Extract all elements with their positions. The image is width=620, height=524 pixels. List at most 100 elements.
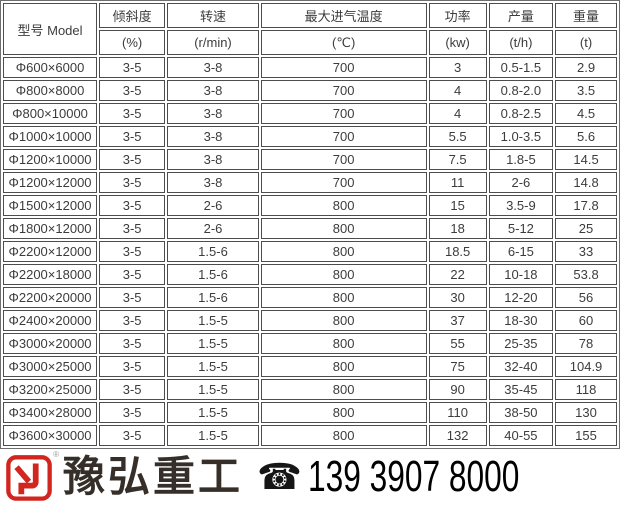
model-cell: Φ2200×18000 [3,264,98,285]
value-cell: 3-5 [99,310,166,331]
table-row: Φ800×10000 3-5 3-8 700 4 0.8-2.5 4.5 [3,103,617,124]
value-cell: 0.5-1.5 [488,57,554,78]
value-cell: 12-20 [488,287,554,308]
value-cell: 104.9 [555,356,617,377]
value-cell: 3-8 [167,149,259,170]
value-cell: 22 [428,264,487,285]
value-cell: 1.5-6 [167,264,259,285]
table-row: Φ3600×30000 3-5 1.5-5 800 132 40-55 155 [3,425,617,446]
value-cell: 3-8 [167,126,259,147]
model-cell: Φ3000×20000 [3,333,98,354]
table-row: Φ2200×20000 3-5 1.5-6 800 30 12-20 56 [3,287,617,308]
value-cell: 800 [260,356,427,377]
value-cell: 14.8 [555,172,617,193]
company-name: 豫弘重工 [63,452,244,500]
value-cell: 132 [428,425,487,446]
value-cell: 53.8 [555,264,617,285]
value-cell: 1.5-5 [167,425,259,446]
value-cell: 1.8-5 [488,149,554,170]
column-title: 重量 [555,3,617,28]
value-cell: 55 [428,333,487,354]
value-cell: 56 [555,287,617,308]
logo-mark-icon [6,454,52,501]
value-cell: 3-5 [99,172,166,193]
table-row: Φ3400×28000 3-5 1.5-5 800 110 38-50 130 [3,402,617,423]
value-cell: 1.0-3.5 [488,126,554,147]
value-cell: 800 [260,310,427,331]
column-unit: (t/h) [488,30,554,55]
model-cell: Φ600×6000 [3,57,98,78]
value-cell: 3-5 [99,379,166,400]
value-cell: 2-6 [167,195,259,216]
value-cell: 90 [428,379,487,400]
model-cell: Φ3200×25000 [3,379,98,400]
table-row: Φ3000×20000 3-5 1.5-5 800 55 25-35 78 [3,333,617,354]
value-cell: 3-5 [99,57,166,78]
value-cell: 700 [260,172,427,193]
value-cell: 3-5 [99,264,166,285]
table-row: Φ1500×12000 3-5 2-6 800 15 3.5-9 17.8 [3,195,617,216]
model-column-header: 型号 Model [3,3,98,55]
column-title: 功率 [428,3,487,28]
footer-brand-bar: ® 豫弘重工 ☎ 139 3907 8000 [0,449,620,504]
value-cell: 1.5-5 [167,333,259,354]
value-cell: 3-5 [99,333,166,354]
model-cell: Φ1000×10000 [3,126,98,147]
value-cell: 1.5-5 [167,356,259,377]
table-row: Φ1200×10000 3-5 3-8 700 7.5 1.8-5 14.5 [3,149,617,170]
value-cell: 0.8-2.5 [488,103,554,124]
model-cell: Φ2400×20000 [3,310,98,331]
value-cell: 130 [555,402,617,423]
value-cell: 700 [260,80,427,101]
table-header: 型号 Model 倾斜度 转速 最大进气温度 功率 产量 重量 (%) (r/min) (℃)… [3,3,617,55]
spec-table: 型号 Model 倾斜度 转速 最大进气温度 功率 产量 重量 (%) (r/min) (℃)… [0,0,620,449]
model-cell: Φ1500×12000 [3,195,98,216]
table-row: Φ2200×12000 3-5 1.5-6 800 18.5 6-15 33 [3,241,617,262]
value-cell: 3-5 [99,218,166,239]
value-cell: 5.6 [555,126,617,147]
value-cell: 5.5 [428,126,487,147]
value-cell: 1.5-6 [167,241,259,262]
value-cell: 3-5 [99,425,166,446]
table-row: Φ1800×12000 3-5 2-6 800 18 5-12 25 [3,218,617,239]
column-unit: (℃) [260,30,427,55]
header-row-units: (%) (r/min) (℃) (kw) (t/h) (t) [3,30,617,55]
value-cell: 800 [260,333,427,354]
value-cell: 4 [428,80,487,101]
value-cell: 33 [555,241,617,262]
value-cell: 5-12 [488,218,554,239]
column-title: 倾斜度 [99,3,166,28]
phone-number: 139 3907 8000 [307,451,520,501]
value-cell: 3-5 [99,103,166,124]
value-cell: 3-5 [99,149,166,170]
telephone-icon: ☎ [257,455,302,497]
value-cell: 1.5-6 [167,287,259,308]
value-cell: 30 [428,287,487,308]
model-cell: Φ1800×12000 [3,218,98,239]
value-cell: 700 [260,149,427,170]
table-row: Φ800×8000 3-5 3-8 700 4 0.8-2.0 3.5 [3,80,617,101]
column-unit: (%) [99,30,166,55]
value-cell: 2-6 [167,218,259,239]
value-cell: 800 [260,264,427,285]
value-cell: 78 [555,333,617,354]
value-cell: 32-40 [488,356,554,377]
value-cell: 3-8 [167,57,259,78]
value-cell: 75 [428,356,487,377]
value-cell: 800 [260,379,427,400]
table-body: Φ600×6000 3-5 3-8 700 3 0.5-1.5 2.9 Φ800×8000 3-… [3,57,617,446]
value-cell: 2-6 [488,172,554,193]
table-row: Φ2400×20000 3-5 1.5-5 800 37 18-30 60 [3,310,617,331]
model-cell: Φ3400×28000 [3,402,98,423]
table-row: Φ3000×25000 3-5 1.5-5 800 75 32-40 104.9 [3,356,617,377]
value-cell: 4.5 [555,103,617,124]
value-cell: 3-5 [99,241,166,262]
value-cell: 18 [428,218,487,239]
value-cell: 3-5 [99,402,166,423]
value-cell: 37 [428,310,487,331]
model-cell: Φ3600×30000 [3,425,98,446]
value-cell: 0.8-2.0 [488,80,554,101]
table-row: Φ1000×10000 3-5 3-8 700 5.5 1.0-3.5 5.6 [3,126,617,147]
table-row: Φ3200×25000 3-5 1.5-5 800 90 35-45 118 [3,379,617,400]
value-cell: 35-45 [488,379,554,400]
